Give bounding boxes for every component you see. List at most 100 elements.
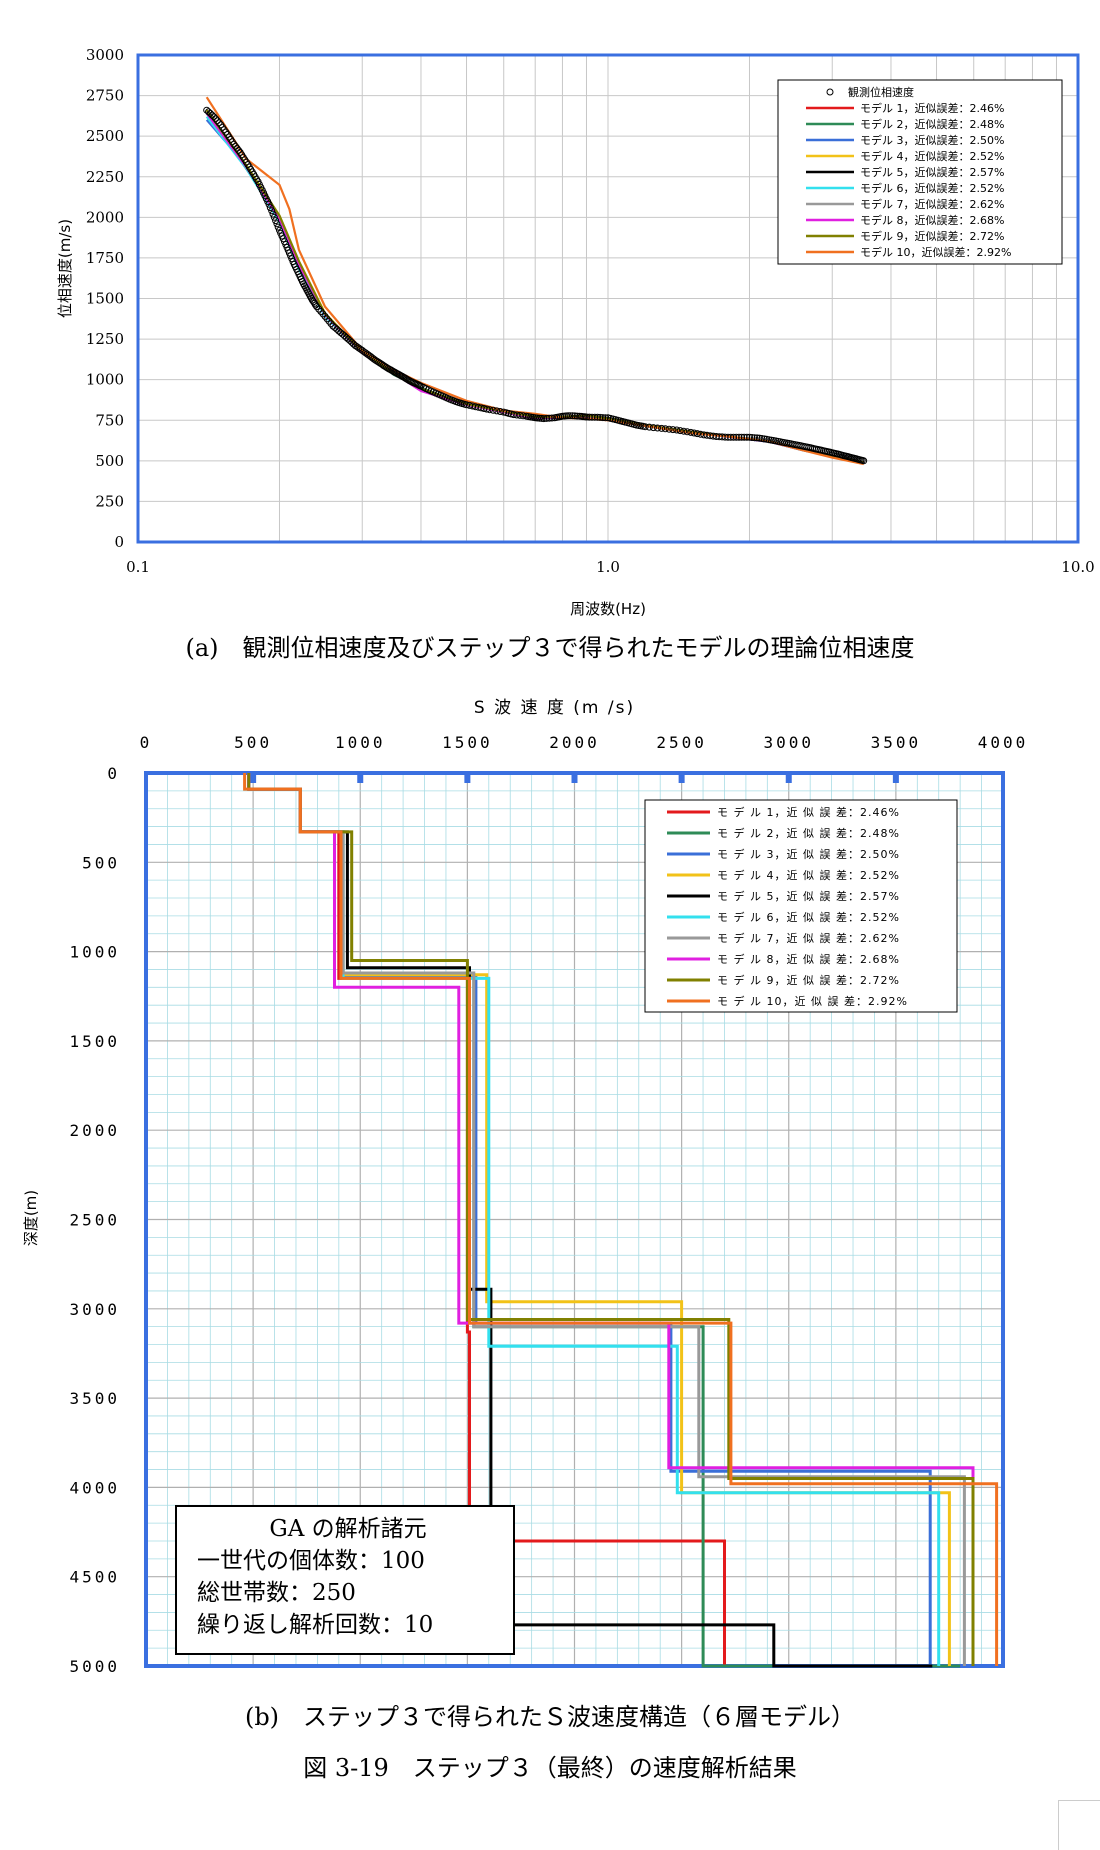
observed-point	[665, 425, 673, 433]
x-tick-label: 10.0	[1061, 558, 1094, 576]
observed-point	[483, 405, 491, 413]
legend-b-label: モ デ ル 1，近 似 誤 差：2.46%	[717, 805, 900, 819]
y-tick-label: 1500	[86, 290, 124, 308]
observed-point	[738, 433, 746, 441]
legend-a-label: モデル 3，近似誤差：2.50%	[860, 133, 1004, 147]
vs-profile-model-10	[243, 773, 999, 1666]
x-tick-label: 1000	[335, 733, 386, 752]
observed-point	[568, 412, 576, 420]
legend-b-label: モ デ ル 3，近 似 誤 差：2.50%	[717, 847, 900, 861]
observed-point	[732, 433, 740, 441]
legend-b-label: モ デ ル 10，近 似 誤 差：2.92%	[717, 994, 908, 1008]
observed-point	[268, 207, 276, 215]
y-axis-label: 深度(m)	[22, 1190, 40, 1246]
observed-point	[270, 213, 278, 221]
y-tick-label: 4500	[69, 1568, 120, 1587]
x-tick-label: 1.0	[596, 558, 620, 576]
observed-point	[687, 428, 695, 436]
observed-point	[748, 434, 756, 441]
legend-a-label: モデル 9，近似誤差：2.72%	[860, 229, 1004, 243]
y-tick-label: 2000	[86, 208, 124, 226]
x-tick-label: 500	[234, 733, 272, 752]
legend-b-label: モ デ ル 2，近 似 誤 差：2.48%	[717, 826, 900, 840]
observed-point	[540, 415, 548, 423]
y-tick-label: 1000	[86, 371, 124, 389]
x-tick-label: 4000	[978, 733, 1029, 752]
observed-point	[269, 210, 277, 218]
observed-point	[680, 427, 688, 435]
observed-point	[272, 217, 280, 225]
x-tick-mark	[357, 771, 364, 783]
page-corner-box	[1058, 1800, 1100, 1850]
y-tick-label: 5000	[69, 1657, 120, 1676]
observed-point	[486, 406, 494, 414]
legend-a-label: モデル 7，近似誤差：2.62%	[860, 197, 1004, 211]
observed-point	[753, 434, 761, 442]
observed-point	[208, 111, 216, 119]
observed-point	[548, 414, 556, 422]
observed-point	[760, 435, 768, 443]
observed-point	[683, 428, 691, 436]
y-tick-label: 2000	[69, 1121, 120, 1140]
legend-a-label: モデル 5，近似誤差：2.57%	[860, 165, 1004, 179]
observed-point	[538, 414, 546, 422]
x-tick-mark	[785, 771, 792, 783]
x-tick-mark	[892, 771, 899, 783]
y-tick-label: 0	[114, 533, 124, 551]
y-tick-label: 500	[95, 452, 124, 470]
observed-point	[493, 407, 501, 415]
observed-point	[215, 119, 223, 127]
x-tick-label: 1500	[442, 733, 493, 752]
observed-point	[351, 342, 359, 350]
observed-point	[743, 433, 751, 441]
y-tick-label: 1750	[86, 249, 124, 267]
legend-b-label: モ デ ル 9，近 似 誤 差：2.72%	[717, 973, 900, 987]
y-tick-label: 250	[95, 492, 124, 510]
observed-point	[519, 412, 527, 420]
observed-point	[266, 204, 274, 212]
observed-point	[758, 435, 766, 442]
observed-point	[676, 427, 684, 435]
y-tick-label: 4000	[69, 1478, 120, 1497]
observed-point	[669, 426, 677, 434]
observed-point	[860, 457, 868, 465]
x-tick-mark	[250, 771, 257, 783]
observed-point	[649, 424, 657, 432]
x-tick-mark	[464, 771, 471, 783]
phase-velocity-chart: 0 250 500 750 1000 1250 1500 1750 2000 2250 2500 27…	[56, 46, 1095, 618]
legend-a-label: モデル 1，近似誤差：2.46%	[860, 101, 1004, 115]
legend-b-label: モ デ ル 4，近 似 誤 差：2.52%	[717, 868, 900, 882]
plot-frame	[136, 53, 1080, 544]
observed-point	[658, 424, 666, 432]
y-tick-label: 3000	[69, 1300, 120, 1319]
y-tick-label: 500	[82, 853, 120, 872]
x-tick-label: 2500	[656, 733, 707, 752]
caption-b: (b) ステップ３で得られたＳ波速度構造（６層モデル）	[244, 1703, 856, 1731]
observed-point	[690, 429, 698, 437]
y-axis-label: 位相速度(m/s)	[56, 219, 74, 318]
legend-b-label: モ デ ル 7，近 似 誤 差：2.62%	[717, 931, 900, 945]
x-tick-label: 3500	[871, 733, 922, 752]
observed-point	[740, 433, 748, 441]
observed-point	[274, 223, 282, 231]
y-tick-label: 0	[107, 764, 120, 783]
observed-point	[601, 414, 609, 422]
x-axis-label: 周波数(Hz)	[570, 600, 646, 618]
observed-point	[543, 414, 550, 422]
observed-point	[571, 412, 579, 420]
figure-caption: 図 3-19 ステップ３（最終）の速度解析結果	[303, 1754, 797, 1782]
y-tick-label: 1000	[69, 943, 120, 962]
y-tick-label: 2500	[69, 1211, 120, 1230]
observed-point	[645, 423, 653, 431]
legend-box-b	[644, 799, 958, 1013]
x-tick-mark	[571, 771, 578, 783]
legend-b-label: モ デ ル 6，近 似 誤 差：2.52%	[717, 910, 900, 924]
observed-point	[533, 414, 541, 422]
legend-observed-marker	[826, 88, 834, 96]
legend-b-label: モ デ ル 5，近 似 誤 差：2.57%	[717, 889, 900, 903]
legend-a-label: モデル 2，近似誤差：2.48%	[860, 117, 1004, 131]
x-tick-label: 2000	[549, 733, 600, 752]
legend-a-label: モデル 6，近似誤差：2.52%	[860, 181, 1004, 195]
observed-point	[693, 430, 701, 438]
observed-point	[751, 434, 758, 442]
